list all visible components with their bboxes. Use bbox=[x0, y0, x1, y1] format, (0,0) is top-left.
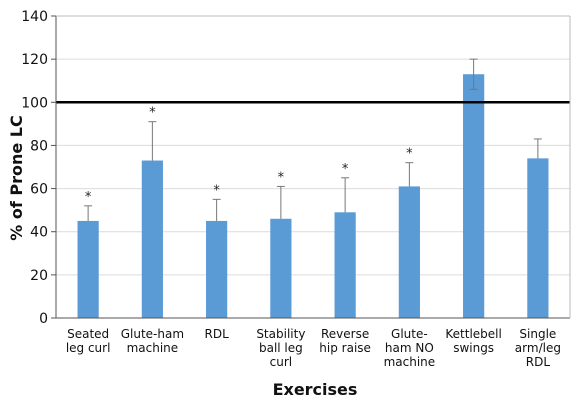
x-category-label: RDL bbox=[204, 327, 229, 341]
y-tick-label: 100 bbox=[21, 95, 48, 111]
y-tick-label: 0 bbox=[39, 311, 48, 327]
axes-group bbox=[51, 15, 571, 319]
error-bars-group bbox=[84, 58, 542, 221]
x-category-label: Kettlebell bbox=[445, 327, 501, 341]
bar bbox=[270, 218, 292, 318]
x-category-label: Single bbox=[519, 327, 556, 341]
significance-asterisk: * bbox=[85, 190, 92, 205]
y-tick-labels: 0 20 40 60 80 100 120 140 bbox=[21, 9, 48, 327]
x-category-label: Seated bbox=[67, 327, 109, 341]
y-tick-label: 40 bbox=[30, 225, 48, 241]
significance-asterisk: * bbox=[149, 106, 156, 121]
significance-asterisk: * bbox=[406, 147, 413, 162]
bar bbox=[527, 158, 549, 318]
bars-group bbox=[77, 74, 549, 318]
x-category-label: ball leg bbox=[259, 341, 303, 355]
y-tick-label: 20 bbox=[30, 268, 48, 284]
x-category-label: leg curl bbox=[66, 341, 111, 355]
significance-markers: * * * * * * bbox=[85, 106, 413, 205]
x-category-label: curl bbox=[270, 355, 292, 369]
x-category-label: arm/leg bbox=[515, 341, 561, 355]
x-category-label: Glute- bbox=[391, 327, 428, 341]
x-category-label: RDL bbox=[526, 355, 551, 369]
gridlines bbox=[56, 15, 570, 276]
x-axis-title: Exercises bbox=[273, 380, 358, 399]
x-category-label: Glute-ham bbox=[121, 327, 184, 341]
y-axis-title: % of Prone LC bbox=[7, 115, 26, 240]
x-category-label: Reverse bbox=[321, 327, 369, 341]
x-category-label: machine bbox=[384, 355, 436, 369]
y-tick-label: 60 bbox=[30, 182, 48, 198]
significance-asterisk: * bbox=[342, 162, 349, 177]
x-category-label: swings bbox=[453, 341, 494, 355]
bar bbox=[463, 74, 485, 318]
x-category-label: hip raise bbox=[319, 341, 371, 355]
bar bbox=[334, 212, 356, 318]
x-category-label: ham NO bbox=[385, 341, 434, 355]
bar bbox=[206, 220, 228, 318]
x-category-label: machine bbox=[127, 341, 179, 355]
y-tick-label: 80 bbox=[30, 138, 48, 154]
bar bbox=[77, 220, 99, 318]
x-category-label: Stability bbox=[256, 327, 305, 341]
bar bbox=[398, 186, 420, 318]
significance-asterisk: * bbox=[213, 183, 220, 198]
y-tick-label: 140 bbox=[21, 9, 48, 25]
significance-asterisk: * bbox=[278, 170, 285, 185]
bar bbox=[141, 160, 163, 318]
y-tick-label: 120 bbox=[21, 52, 48, 68]
